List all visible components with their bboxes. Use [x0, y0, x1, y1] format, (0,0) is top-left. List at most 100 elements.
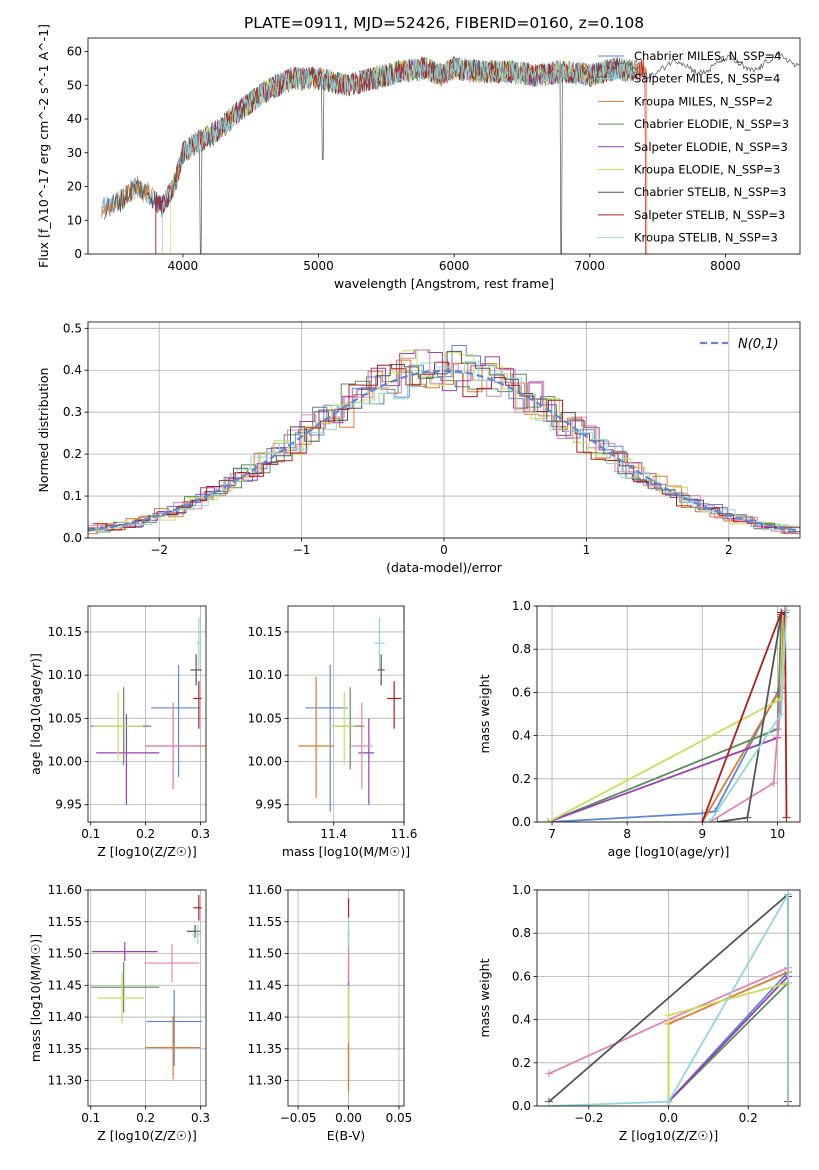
mass-weight-marker: [544, 1102, 553, 1106]
x-tick-label: 7000: [575, 259, 606, 273]
mass-weight-marker: [784, 1102, 793, 1106]
y-tick-label: 0.0: [63, 531, 82, 545]
y-tick-label: 11.35: [48, 1042, 82, 1056]
x-tick-label: 11.6: [391, 827, 418, 841]
x-tick-label: −2: [150, 543, 168, 557]
y-tick-label: 0.8: [512, 926, 531, 940]
errorbar-point: [193, 681, 202, 729]
axes-frame: [287, 605, 405, 823]
x-axis-label: E(B-V): [327, 1128, 366, 1143]
axes-frame: [536, 889, 801, 1107]
axes-frame: [87, 889, 207, 1107]
x-tick-label: 0: [440, 543, 448, 557]
y-tick-label: 10.00: [248, 755, 282, 769]
errorbar-point: [145, 702, 201, 790]
y-tick-label: 20: [67, 180, 82, 194]
y-tick-label: 0: [74, 247, 82, 261]
y-tick-label: 11.60: [48, 883, 82, 897]
histogram-line: [88, 349, 799, 534]
legend-label: Salpeter MILES, N_SSP=4: [634, 72, 780, 86]
errorbar-point: [192, 924, 201, 944]
errorbar-point: [298, 676, 334, 798]
x-tick-label: 8: [623, 827, 631, 841]
y-tick-label: 11.50: [248, 947, 282, 961]
y-tick-label: 0.2: [512, 772, 531, 786]
errorbar-point: [144, 944, 200, 983]
y-axis-label: age [log10(age/yr)]: [28, 653, 43, 775]
x-axis-label: Z [log10(Z/Z☉)]: [619, 1128, 719, 1143]
legend-label: Salpeter STELIB, N_SSP=3: [634, 208, 785, 222]
x-tick-label: 9: [698, 827, 706, 841]
spectrum-line: [589, 52, 800, 84]
grid: [537, 605, 800, 823]
chart-age-vs-mass: 11.4 11.6 9.95 10.00 10.05 10.10 10.15 mass [lo…: [248, 605, 418, 859]
plot-area: [101, 52, 800, 254]
chart-spectrum: 4000 5000 6000 7000 8000 0 10 20 30 40 50 60 wavelen…: [36, 24, 801, 291]
errorbar-point: [330, 691, 355, 765]
axes-frame: [536, 605, 801, 823]
y-tick-label: 0.3: [63, 405, 82, 419]
x-tick-label: 0.1: [81, 1111, 100, 1125]
grid: [88, 889, 206, 1106]
y-tick-label: 11.35: [248, 1042, 282, 1056]
y-tick-label: 30: [67, 146, 82, 160]
y-tick-label: 10.10: [248, 668, 282, 682]
x-axis-label: Z [log10(Z/Z☉)]: [97, 844, 197, 859]
mass-weight-marker: [664, 1097, 673, 1106]
mass-weight-line: [717, 611, 786, 822]
y-tick-label: 10.05: [248, 711, 282, 725]
errorbar-point: [186, 924, 201, 938]
errorbar-point: [358, 718, 375, 805]
legend-label: Kroupa STELIB, N_SSP=3: [634, 231, 778, 245]
legend-label: Kroupa ELODIE, N_SSP=3: [634, 163, 780, 177]
y-axis-label: mass weight: [477, 958, 492, 1037]
figure-title: PLATE=0911, MJD=52426, FIBERID=0160, z=0…: [244, 14, 644, 32]
x-tick-label: 0.00: [335, 1111, 362, 1125]
mass-weight-marker: [698, 818, 707, 822]
grid: [88, 606, 206, 822]
mass-weight-marker: [784, 890, 793, 899]
mass-weight-line: [547, 616, 783, 822]
x-axis-label: (data-model)/error: [386, 560, 503, 575]
y-tick-label: 11.55: [48, 915, 82, 929]
y-tick-label: 40: [67, 112, 82, 126]
y-axis-label: mass weight: [477, 674, 492, 753]
y-tick-label: 11.40: [48, 1010, 82, 1024]
chart-age-vs-Z: 0.1 0.2 0.3 9.95 10.00 10.05 10.10 10.15 Z [log1…: [28, 605, 210, 859]
chart-mass-weight-vs-Z: −0.2 0.0 0.2 0.0 0.2 0.4 0.6 0.8 1.0 Z [log10(Z/Z…: [477, 883, 801, 1143]
plot-area: [298, 617, 402, 812]
y-tick-label: 0.4: [63, 363, 82, 377]
plot-area: [544, 890, 793, 1106]
y-tick-label: 11.55: [248, 915, 282, 929]
y-tick-label: 10: [67, 213, 82, 227]
mass-weight-marker: [780, 608, 789, 617]
axes-frame: [87, 37, 801, 255]
legend: Chabrier MILES, N_SSP=4 Salpeter MILES, N…: [598, 49, 789, 245]
y-axis-label: Flux [f_λ10^-17 erg cm^-2 s^-1 A^-1]: [36, 24, 51, 268]
y-tick-label: 11.40: [248, 1010, 282, 1024]
x-tick-label: 6000: [439, 259, 470, 273]
errorbar-point: [387, 681, 402, 729]
y-tick-label: 11.60: [248, 883, 282, 897]
x-axis-label: age [log10(age/yr)]: [608, 844, 730, 859]
legend-label: N(0,1): [738, 337, 779, 352]
mass-weight-marker: [544, 818, 553, 822]
x-axis-label: wavelength [Angstrom, rest frame]: [334, 276, 554, 291]
y-axis-label: Normed distribution: [36, 368, 51, 493]
y-tick-label: 10.05: [48, 711, 82, 725]
grid: [288, 889, 404, 1106]
histogram-line: [88, 345, 794, 533]
y-tick-label: 0.8: [512, 642, 531, 656]
y-tick-label: 0.4: [512, 729, 531, 743]
errorbar-point: [196, 617, 202, 670]
mass-weight-marker: [544, 1069, 553, 1078]
chart-mass-weight-vs-age: 7 8 9 10 0.0 0.2 0.4 0.6 0.8 1.0 age [log10(age/yr…: [477, 599, 801, 859]
y-tick-label: 9.95: [255, 798, 282, 812]
x-tick-label: 0.05: [386, 1111, 413, 1125]
errorbar-point: [305, 664, 348, 812]
x-tick-label: 0.1: [81, 827, 100, 841]
mass-weight-marker: [743, 813, 752, 822]
chart-residual-histogram: −2 −1 0 1 2 0.0 0.1 0.2 0.3 0.4 0.5 (data-model)/er…: [36, 321, 801, 575]
x-tick-label: −1: [293, 543, 311, 557]
errorbar-point: [193, 895, 202, 921]
